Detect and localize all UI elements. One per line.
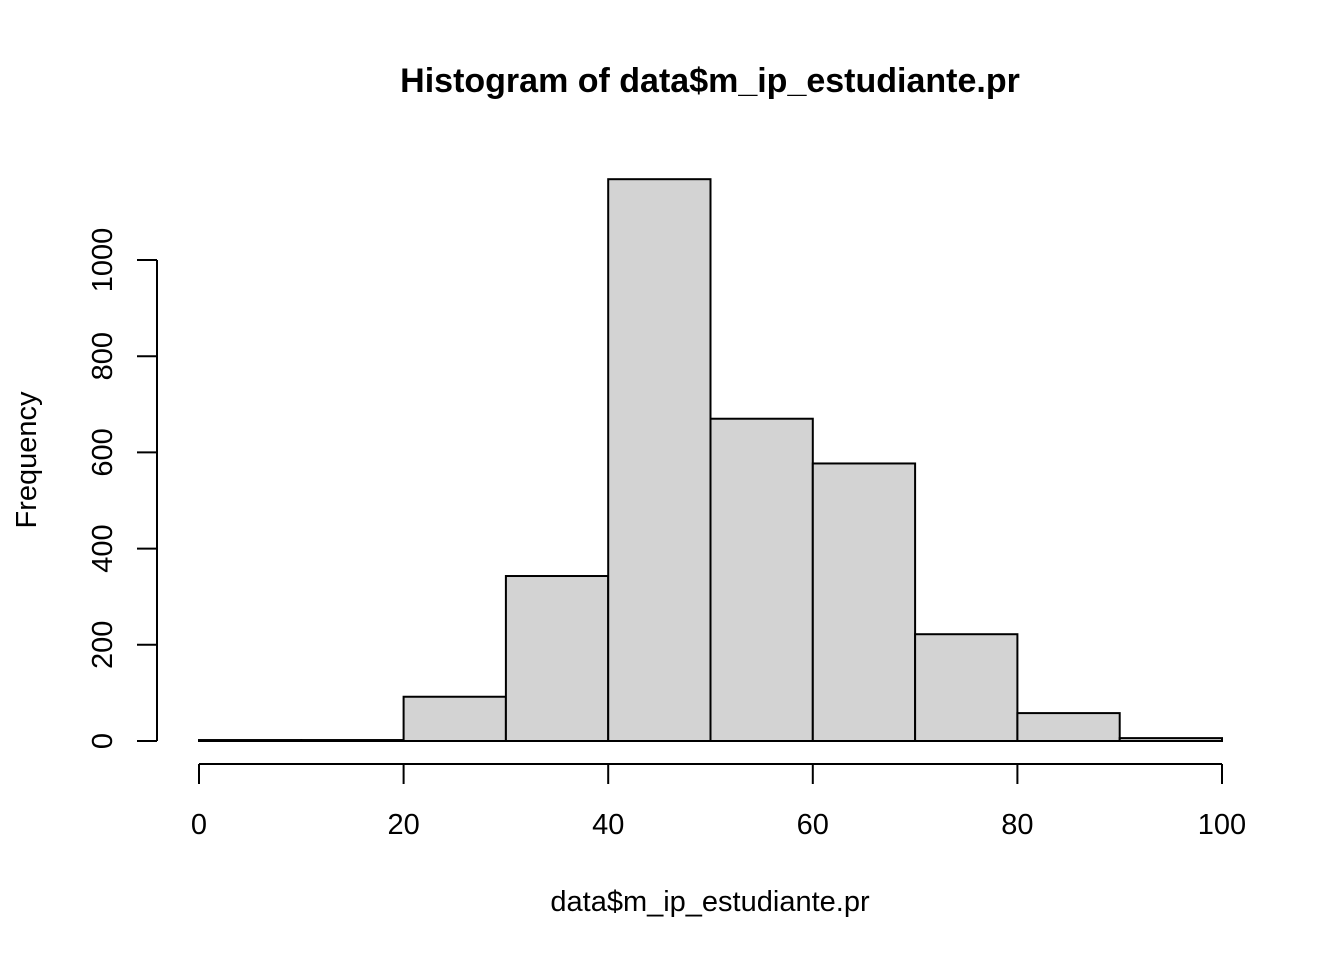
histogram-bars xyxy=(198,178,1223,743)
chart-title: Histogram of data$m_ip_estudiante.pr xyxy=(400,62,1020,100)
histogram-bar-40-50 xyxy=(607,178,712,742)
x-tick-label-60: 60 xyxy=(797,809,829,841)
y-tick-label-400: 400 xyxy=(87,524,119,572)
histogram-bar-10-20 xyxy=(300,739,405,743)
y-tick-label-600: 600 xyxy=(87,428,119,476)
y-tick-label-1000: 1000 xyxy=(87,228,119,293)
y-tick-label-0: 0 xyxy=(87,733,119,749)
y-axis-label: Frequency xyxy=(11,391,43,529)
y-axis: 0 200 400 600 800 1000 xyxy=(87,228,158,749)
histogram-bar-30-40 xyxy=(504,575,610,743)
histogram-bar-80-90 xyxy=(1016,712,1121,742)
histogram-bar-0-10 xyxy=(198,739,303,743)
histogram-bar-90-100 xyxy=(1118,737,1223,743)
x-tick-label-100: 100 xyxy=(1198,809,1246,841)
histogram-bar-70-80 xyxy=(914,633,1019,743)
histogram-bar-50-60 xyxy=(709,417,814,742)
x-tick-label-80: 80 xyxy=(1001,809,1033,841)
y-tick-label-800: 800 xyxy=(87,332,119,380)
x-tick-label-0: 0 xyxy=(191,809,207,841)
x-axis-label: data$m_ip_estudiante.pr xyxy=(550,886,870,918)
x-tick-label-20: 20 xyxy=(387,809,419,841)
x-tick-label-40: 40 xyxy=(592,809,624,841)
histogram-bar-20-30 xyxy=(402,695,507,742)
y-tick-label-200: 200 xyxy=(87,621,119,669)
x-axis: 0 20 40 60 80 100 xyxy=(191,763,1246,841)
histogram-bar-60-70 xyxy=(811,462,917,742)
